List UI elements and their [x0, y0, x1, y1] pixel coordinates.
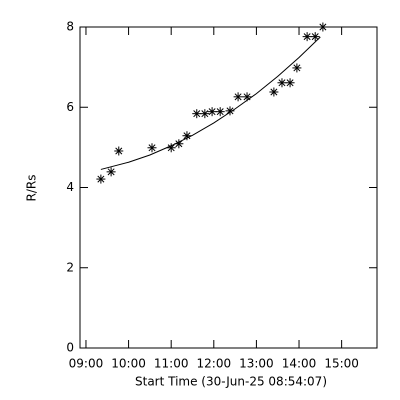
y-tick-label: 2	[66, 260, 74, 274]
asterisk-point	[302, 32, 312, 42]
plot-frame	[79, 26, 378, 349]
x-tick-label: 12:00	[197, 357, 232, 371]
x-tick-label: 09:00	[69, 357, 104, 371]
asterisk-point	[106, 167, 116, 177]
asterisk-point	[96, 174, 106, 184]
x-tick-label: 14:00	[282, 357, 317, 371]
asterisk-point	[233, 92, 243, 102]
fit-line	[100, 36, 321, 170]
y-tick-label: 4	[66, 180, 74, 194]
x-tick-label: 10:00	[111, 357, 146, 371]
asterisk-point	[285, 78, 295, 88]
asterisk-point	[192, 109, 202, 119]
asterisk-point	[207, 107, 217, 117]
asterisk-point	[147, 143, 157, 153]
x-axis-label: Start Time (30-Jun-25 08:54:07)	[135, 375, 327, 389]
asterisk-point	[200, 109, 210, 119]
asterisk-point	[215, 107, 225, 117]
x-tick-label: 15:00	[324, 357, 359, 371]
asterisk-point	[114, 146, 124, 156]
x-tick-label: 11:00	[154, 357, 189, 371]
asterisk-point	[292, 63, 302, 73]
asterisk-point	[166, 143, 176, 153]
y-tick-label: 8	[66, 20, 74, 34]
y-axis-label: R/Rs	[25, 175, 39, 202]
y-tick-label: 6	[66, 100, 74, 114]
asterisk-point	[277, 78, 287, 88]
asterisk-point	[269, 87, 279, 97]
asterisk-point	[318, 22, 328, 32]
x-tick-label: 13:00	[239, 357, 274, 371]
asterisk-point	[310, 32, 320, 42]
asterisk-point	[182, 131, 192, 141]
asterisk-point	[225, 106, 235, 116]
asterisk-point	[174, 139, 184, 149]
y-tick-label: 0	[66, 341, 74, 355]
